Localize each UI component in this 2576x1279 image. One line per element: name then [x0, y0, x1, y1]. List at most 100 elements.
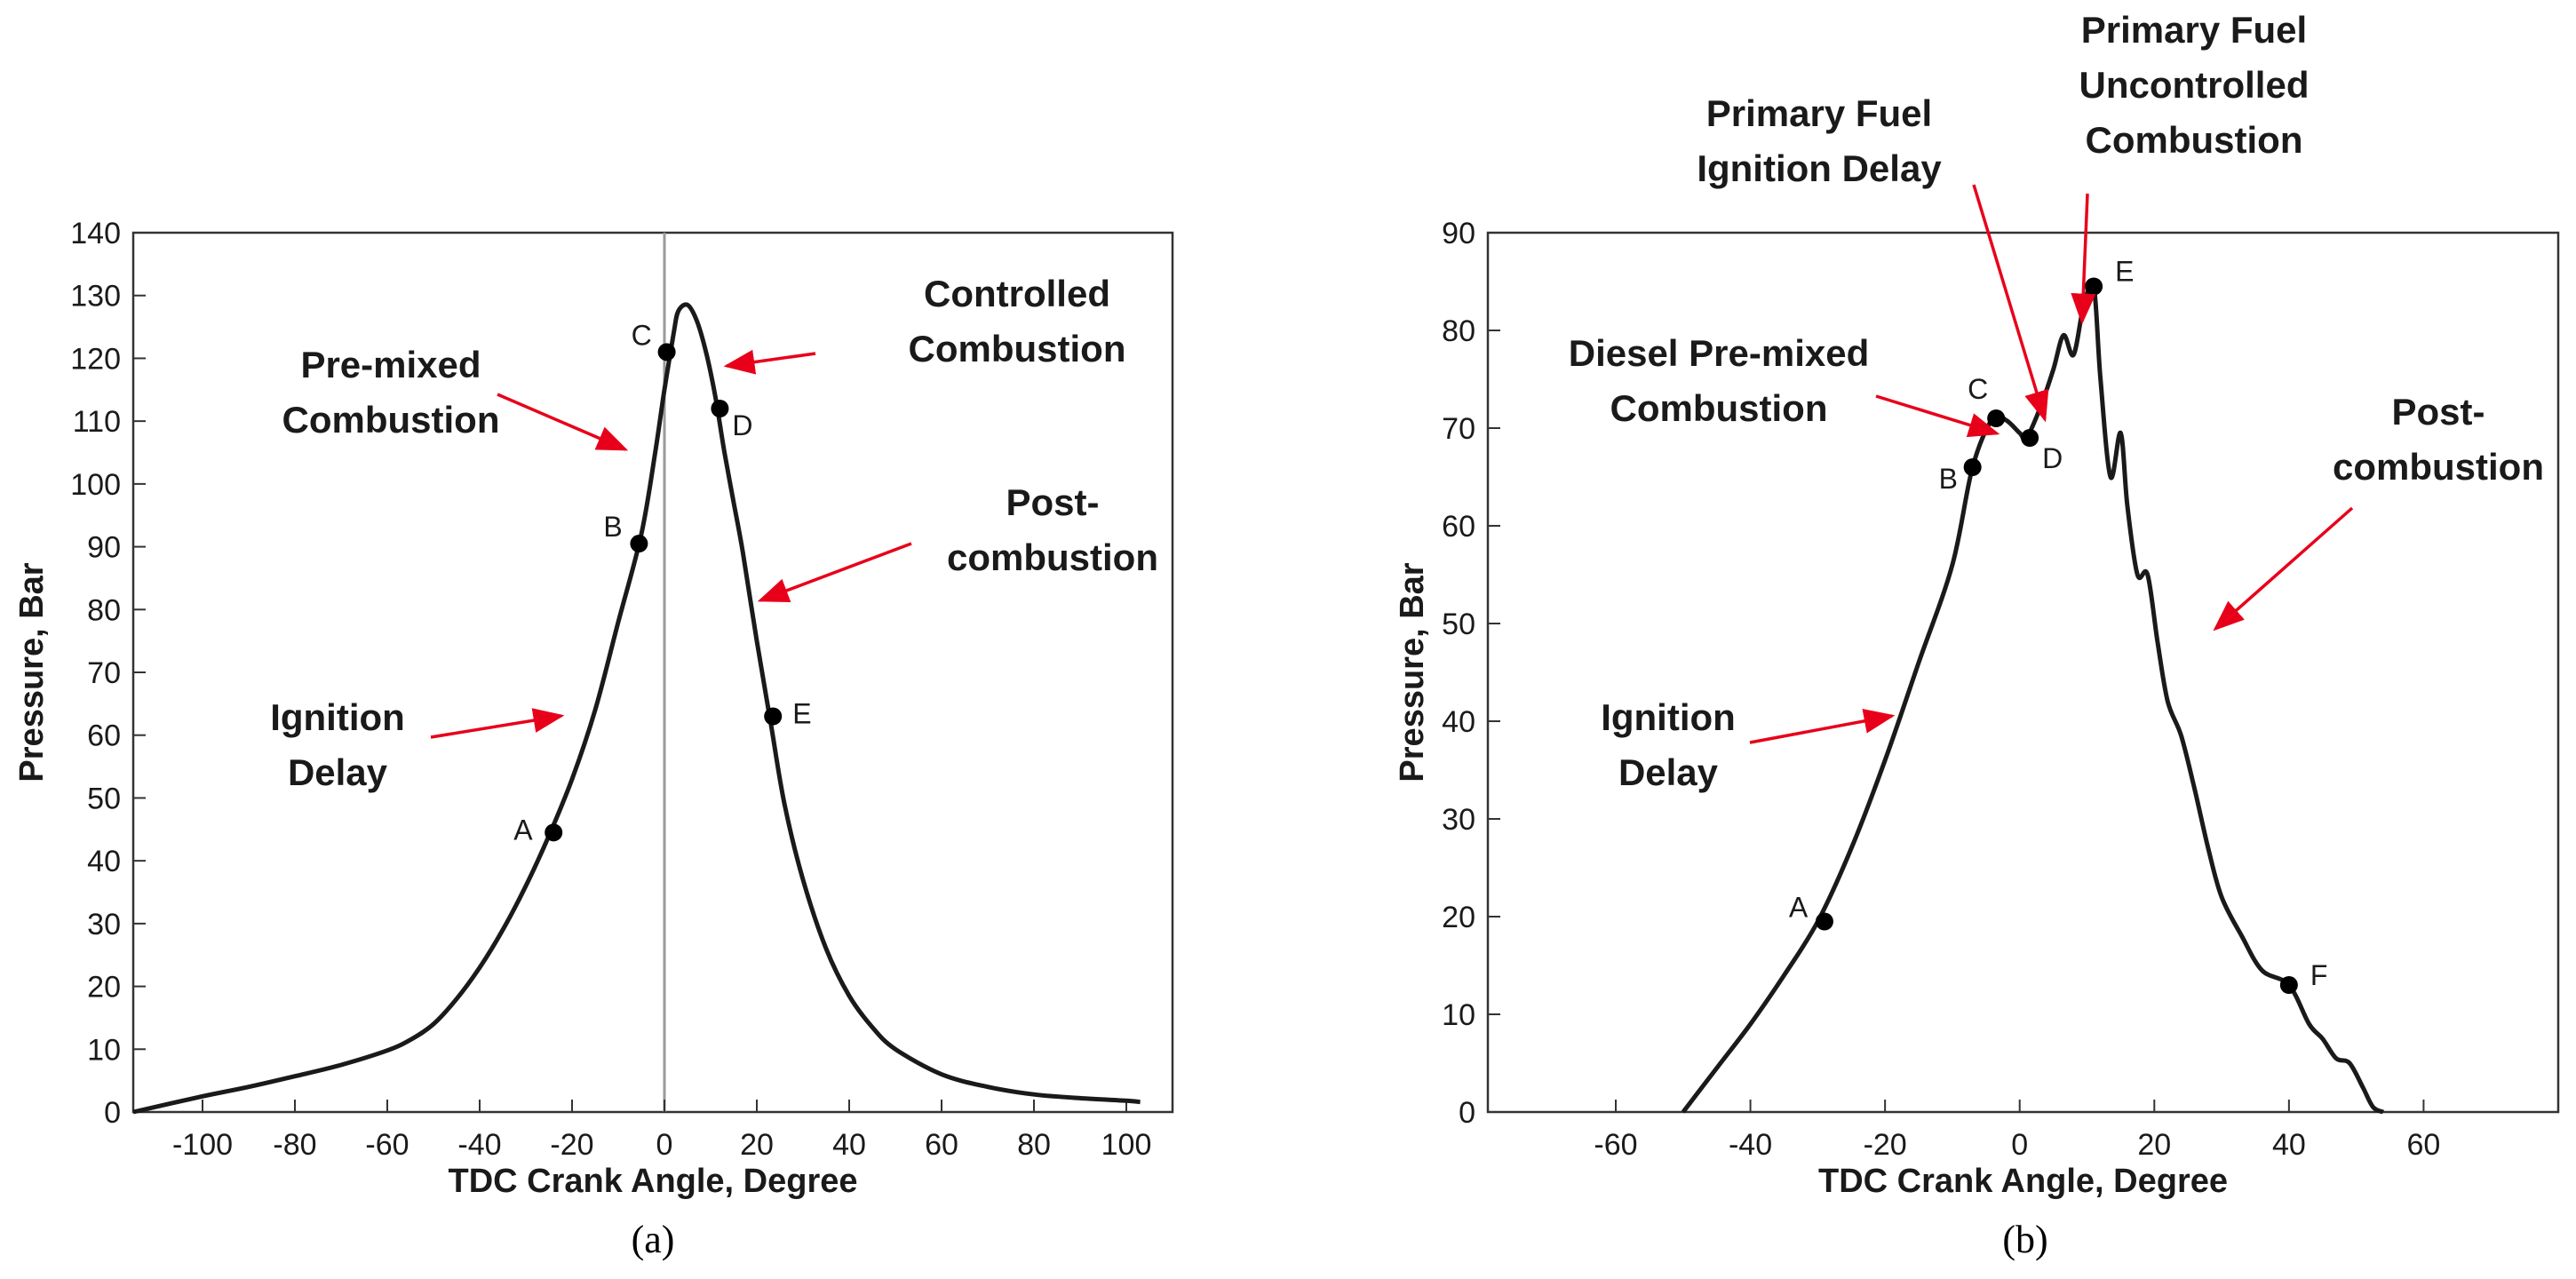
point-label-d: D	[732, 409, 752, 441]
y-tick-label: 70	[1442, 412, 1475, 446]
x-tick-label: -60	[1594, 1128, 1637, 1162]
x-tick-label: 60	[2407, 1128, 2441, 1162]
y-tick-label: 30	[1442, 803, 1475, 837]
annotation-text: Post-	[1006, 481, 1100, 523]
point-label-a: A	[1789, 892, 1809, 924]
annotation-text: Combustion	[2086, 119, 2303, 161]
y-tick-label: 60	[1442, 510, 1475, 544]
point-marker-b	[1963, 458, 1982, 476]
annotation-arrow	[2213, 506, 2354, 632]
annotation-text: Controlled	[924, 273, 1110, 314]
annotation-text: combustion	[2333, 446, 2544, 488]
panel-caption: (b)	[2002, 1218, 2047, 1261]
y-tick-label: 100	[70, 468, 121, 502]
x-tick-label: 100	[1101, 1128, 1152, 1162]
x-tick-label: 40	[832, 1128, 866, 1162]
annotation-arrow	[2071, 193, 2096, 325]
point-label-b: B	[603, 511, 622, 543]
x-tick-label: 40	[2272, 1128, 2306, 1162]
annotation-arrow	[723, 349, 816, 375]
point-marker-a	[545, 823, 563, 842]
point-label-a: A	[513, 814, 533, 846]
point-marker-c	[657, 343, 676, 361]
y-tick-label: 60	[87, 719, 121, 753]
annotation-text: Pre-mixed	[300, 344, 481, 385]
point-marker-e	[764, 707, 783, 726]
annotation-text: Delay	[1618, 751, 1719, 793]
x-axis-label: TDC Crank Angle, Degree	[1818, 1163, 2228, 1200]
y-tick-label: 20	[87, 971, 121, 1005]
x-tick-label: -40	[457, 1128, 501, 1162]
annotation-arrow	[1875, 394, 2000, 438]
panel-caption: (a)	[632, 1218, 675, 1261]
point-label-e: E	[792, 698, 811, 730]
chart-panel-a: 0 10 20 30 40 50 60 70 80 90 100 110 120 130 140 -100 -8…	[13, 217, 1174, 1261]
x-tick-label: 20	[740, 1128, 774, 1162]
annotation-text: Ignition Delay	[1697, 147, 1942, 189]
annotation-text: Combustion	[909, 328, 1126, 369]
point-label-c: C	[1968, 373, 1988, 405]
x-tick-label: 0	[656, 1128, 673, 1162]
point-marker-c	[1987, 409, 2006, 427]
y-tick-label: 110	[73, 405, 121, 439]
annotation-text: Ignition	[1601, 696, 1736, 738]
y-tick-label: 80	[87, 593, 121, 627]
x-tick-label: 80	[1017, 1128, 1051, 1162]
y-tick-label: 130	[70, 280, 121, 314]
y-tick-label: 70	[87, 656, 121, 690]
y-tick-label: 90	[1442, 217, 1475, 250]
annotation-text: Primary Fuel	[2081, 9, 2307, 51]
x-tick-label: -40	[1729, 1128, 1772, 1162]
point-label-b: B	[1939, 463, 1958, 495]
annotation-text: Uncontrolled	[2079, 64, 2310, 106]
point-marker-d	[711, 400, 729, 417]
annotation-arrow	[757, 542, 912, 603]
y-tick-label: 10	[1442, 998, 1475, 1032]
y-tick-label: 0	[104, 1096, 121, 1130]
point-marker-b	[630, 535, 648, 553]
x-tick-label: -100	[172, 1128, 233, 1162]
point-marker-f	[2279, 976, 2298, 994]
x-tick-label: 0	[2011, 1128, 2028, 1162]
y-axis-label: Pressure, Bar	[1394, 562, 1431, 782]
pressure-curve	[132, 302, 1141, 1115]
point-label-f: F	[2310, 959, 2328, 991]
pressure-curve	[1681, 280, 2385, 1115]
y-axis-label: Pressure, Bar	[13, 562, 51, 782]
annotation-text: Diesel Pre-mixed	[1569, 332, 1870, 374]
plot-frame	[1486, 231, 2560, 1114]
y-tick-label: 40	[87, 845, 121, 878]
y-tick-label: 120	[70, 342, 121, 376]
annotation-text: Combustion	[282, 399, 500, 441]
y-tick-label: 140	[70, 217, 121, 250]
annotation-text: Combustion	[1610, 387, 1828, 429]
annotation-text: Delay	[288, 751, 388, 793]
annotation-text: Primary Fuel	[1706, 92, 1932, 134]
y-tick-label: 10	[87, 1033, 121, 1067]
x-tick-label: -60	[365, 1128, 409, 1162]
x-tick-label: 20	[2137, 1128, 2171, 1162]
annotation-text: combustion	[947, 536, 1158, 578]
x-tick-label: -80	[273, 1128, 316, 1162]
chart-panel-b: 0 10 20 30 40 50 60 70 80 90 -60 -40 -20 0 20 40 60 TDC C…	[1394, 9, 2560, 1261]
annotation-arrow	[1749, 709, 1896, 744]
annotation-arrow	[1972, 184, 2049, 423]
point-label-d: D	[2042, 442, 2063, 474]
point-marker-e	[2085, 277, 2103, 296]
point-label-e: E	[2115, 256, 2134, 288]
point-label-c: C	[632, 319, 652, 351]
y-tick-label: 90	[87, 531, 121, 565]
annotation-arrow	[497, 393, 629, 451]
annotation-text: Ignition	[270, 696, 405, 738]
x-tick-label: -20	[1864, 1128, 1907, 1162]
y-tick-label: 20	[1442, 901, 1475, 934]
x-tick-label: 60	[925, 1128, 958, 1162]
y-tick-label: 50	[1442, 608, 1475, 641]
y-tick-label: 50	[87, 782, 121, 815]
y-tick-label: 0	[1459, 1096, 1475, 1130]
x-axis-label: TDC Crank Angle, Degree	[448, 1163, 857, 1200]
point-marker-d	[2021, 429, 2039, 447]
y-tick-label: 40	[1442, 705, 1475, 739]
x-tick-label: -20	[550, 1128, 593, 1162]
